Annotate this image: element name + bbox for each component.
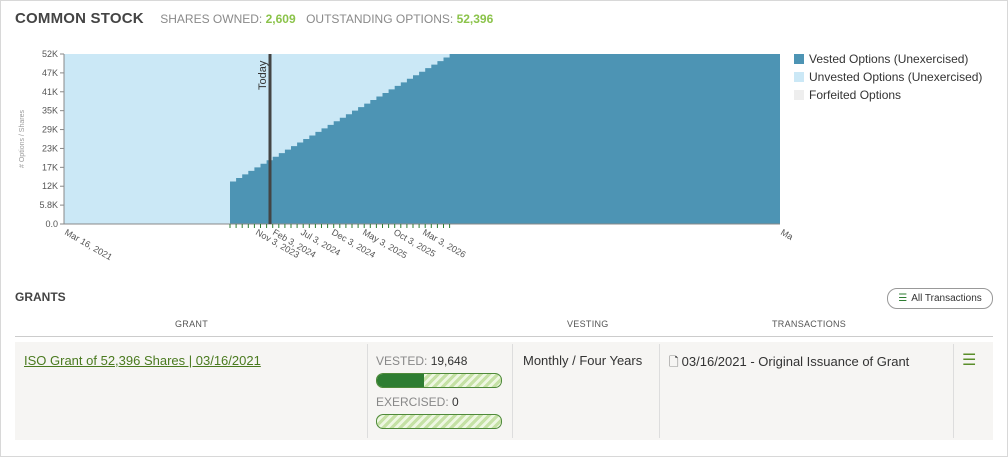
y-tick-label: 35K [42,106,58,116]
column-header-transactions: TRANSACTIONS [772,319,847,329]
transaction-item: 🗋 03/16/2021 - Original Issuance of Grant [669,353,909,374]
all-transactions-button[interactable]: ☰ All Transactions [887,288,993,309]
shares-owned-label: SHARES OWNED: [160,12,263,26]
today-label: Today [257,60,269,90]
legend-label: Forfeited Options [809,88,902,102]
outstanding-value: 52,396 [456,12,494,26]
legend-label: Vested Options (Unexercised) [809,52,969,66]
y-tick-label: 0.0 [45,219,58,229]
vested-area [230,54,780,224]
y-tick-label: 5.8K [39,200,58,210]
table-divider [15,336,993,337]
legend-item: Vested Options (Unexercised) [794,50,982,68]
vested-progress-fill [377,374,424,387]
cell-divider [659,344,660,438]
y-tick-label: 29K [42,125,58,135]
cell-divider [367,344,368,438]
legend-item: Unvested Options (Unexercised) [794,68,982,86]
legend-swatch [794,72,804,82]
y-axis-title: # Options / Shares [19,110,26,168]
y-tick-label: 23K [42,143,58,153]
y-tick-label: 17K [42,162,58,172]
column-header-vesting: VESTING [567,319,609,329]
x-tick-label: Ma [779,227,795,242]
y-tick-label: 52K [42,49,58,59]
y-tick-label: 41K [42,87,58,97]
chart-legend: Vested Options (Unexercised) Unvested Opt… [794,50,982,104]
transaction-text: 03/16/2021 - Original Issuance of Grant [681,354,910,369]
list-icon: ☰ [898,293,908,304]
cell-divider [512,344,513,438]
document-icon: 🗋 [669,355,679,369]
vested-stat: VESTED: 19,648 [376,354,467,368]
page-title: COMMON STOCK [15,10,144,27]
exercised-value: 0 [452,395,459,409]
vesting-chart: 0.0 5.8K 12K 17K 23K 29K 35K 41K 47K 52K # Options… [19,49,795,262]
y-tick-label: 47K [42,68,58,78]
column-header-grant: GRANT [175,319,208,329]
y-tick-label: 12K [42,181,58,191]
legend-item: Forfeited Options [794,86,982,104]
legend-swatch [794,90,804,100]
vested-label: VESTED: [376,354,428,368]
legend-label: Unvested Options (Unexercised) [809,70,983,84]
row-menu-icon[interactable]: ☰ [962,352,977,369]
outstanding-label: OUTSTANDING OPTIONS: [306,12,454,26]
vested-progress-bar [376,373,502,388]
vested-value: 19,648 [430,354,468,368]
shares-owned: SHARES OWNED: 2,609 [160,12,295,26]
cell-divider [953,344,954,438]
x-tick-label: Mar 16, 2021 [63,227,114,262]
vesting-schedule: Monthly / Four Years [523,353,643,368]
table-row [15,342,993,440]
exercised-label: EXERCISED: [376,395,449,409]
grant-link[interactable]: ISO Grant of 52,396 Shares | 03/16/2021 [24,353,261,368]
outstanding-options: OUTSTANDING OPTIONS: 52,396 [306,12,493,26]
legend-swatch [794,54,804,64]
exercised-progress-bar [376,414,502,429]
all-transactions-label: All Transactions [911,293,982,304]
shares-owned-value: 2,609 [265,12,296,26]
header: COMMON STOCK SHARES OWNED: 2,609 OUTSTAN… [15,10,493,28]
exercised-stat: EXERCISED: 0 [376,395,459,409]
grants-title: GRANTS [15,290,66,304]
